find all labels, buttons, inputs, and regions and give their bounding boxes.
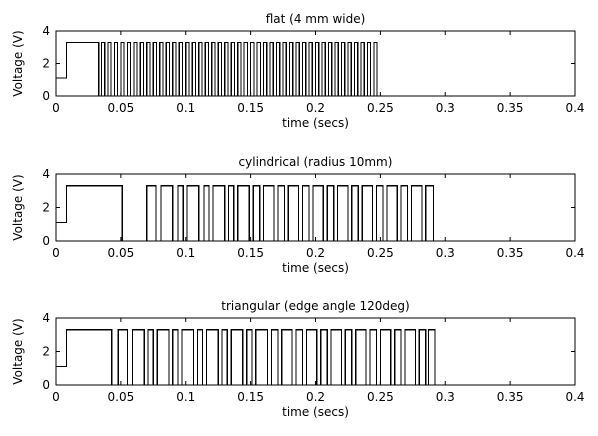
y-tick-label: 2	[42, 201, 50, 215]
x-tick-label: 0.05	[108, 246, 135, 260]
chart-title: cylindrical (radius 10mm)	[239, 155, 393, 169]
x-axis-label: time (secs)	[282, 116, 349, 130]
x-tick-label: 0.3	[436, 246, 455, 260]
x-tick-label: 0.35	[497, 390, 524, 404]
x-tick-label: 0.25	[367, 246, 394, 260]
x-tick-label: 0.35	[497, 246, 524, 260]
subplot-1: flat (4 mm wide) 0 0.05 0.1 0.15 0.2 0.25 0.3 0.…	[11, 12, 585, 130]
x-axis-label: time (secs)	[282, 405, 349, 419]
y-tick-label: 0	[42, 234, 50, 248]
y-tick-label: 0	[42, 89, 50, 103]
y-axis-label: Voltage (V)	[11, 174, 25, 240]
x-tick-label: 0.4	[565, 101, 584, 115]
x-tick-label: 0.1	[176, 101, 195, 115]
y-tick-label: 4	[42, 311, 50, 325]
x-tick-label: 0.1	[176, 246, 195, 260]
x-tick-label: 0.3	[436, 101, 455, 115]
subplot-3: triangular (edge angle 120deg) 0 0.05 0.1 0.…	[11, 299, 585, 419]
x-tick-label: 0.4	[565, 390, 584, 404]
x-tick-label: 0.2	[306, 246, 325, 260]
x-tick-label: 0.2	[306, 101, 325, 115]
y-axis-label: Voltage (V)	[11, 30, 25, 96]
x-tick-label: 0.3	[436, 390, 455, 404]
x-tick-label: 0.15	[237, 390, 264, 404]
subplot-2: cylindrical (radius 10mm) 0 0.05 0.1 0.15 0.2…	[11, 155, 585, 275]
y-tick-label: 2	[42, 57, 50, 71]
x-tick-label: 0.4	[565, 246, 584, 260]
y-tick-label: 0	[42, 378, 50, 392]
x-tick-label: 0.15	[237, 101, 264, 115]
x-tick-label: 0.05	[108, 390, 135, 404]
axes-box	[55, 173, 576, 242]
chart-title: flat (4 mm wide)	[266, 12, 366, 26]
x-tick-label: 0.1	[176, 390, 195, 404]
x-tick-label: 0	[52, 101, 60, 115]
x-tick-label: 0.15	[237, 246, 264, 260]
x-axis-label: time (secs)	[282, 261, 349, 275]
y-axis-label: Voltage (V)	[11, 318, 25, 384]
x-tick-label: 0.35	[497, 101, 524, 115]
y-tick-label: 4	[42, 167, 50, 181]
series-line	[56, 329, 575, 386]
y-tick-label: 2	[42, 345, 50, 359]
chart-title: triangular (edge angle 120deg)	[221, 299, 409, 313]
x-tick-label: 0	[52, 246, 60, 260]
x-tick-label: 0.25	[367, 390, 394, 404]
x-tick-label: 0	[52, 390, 60, 404]
axes-box	[55, 317, 576, 386]
y-tick-label: 4	[42, 24, 50, 38]
series-line	[56, 185, 575, 242]
x-tick-label: 0.05	[108, 101, 135, 115]
x-tick-label: 0.25	[367, 101, 394, 115]
x-tick-label: 0.2	[306, 390, 325, 404]
series-line	[56, 41, 575, 97]
